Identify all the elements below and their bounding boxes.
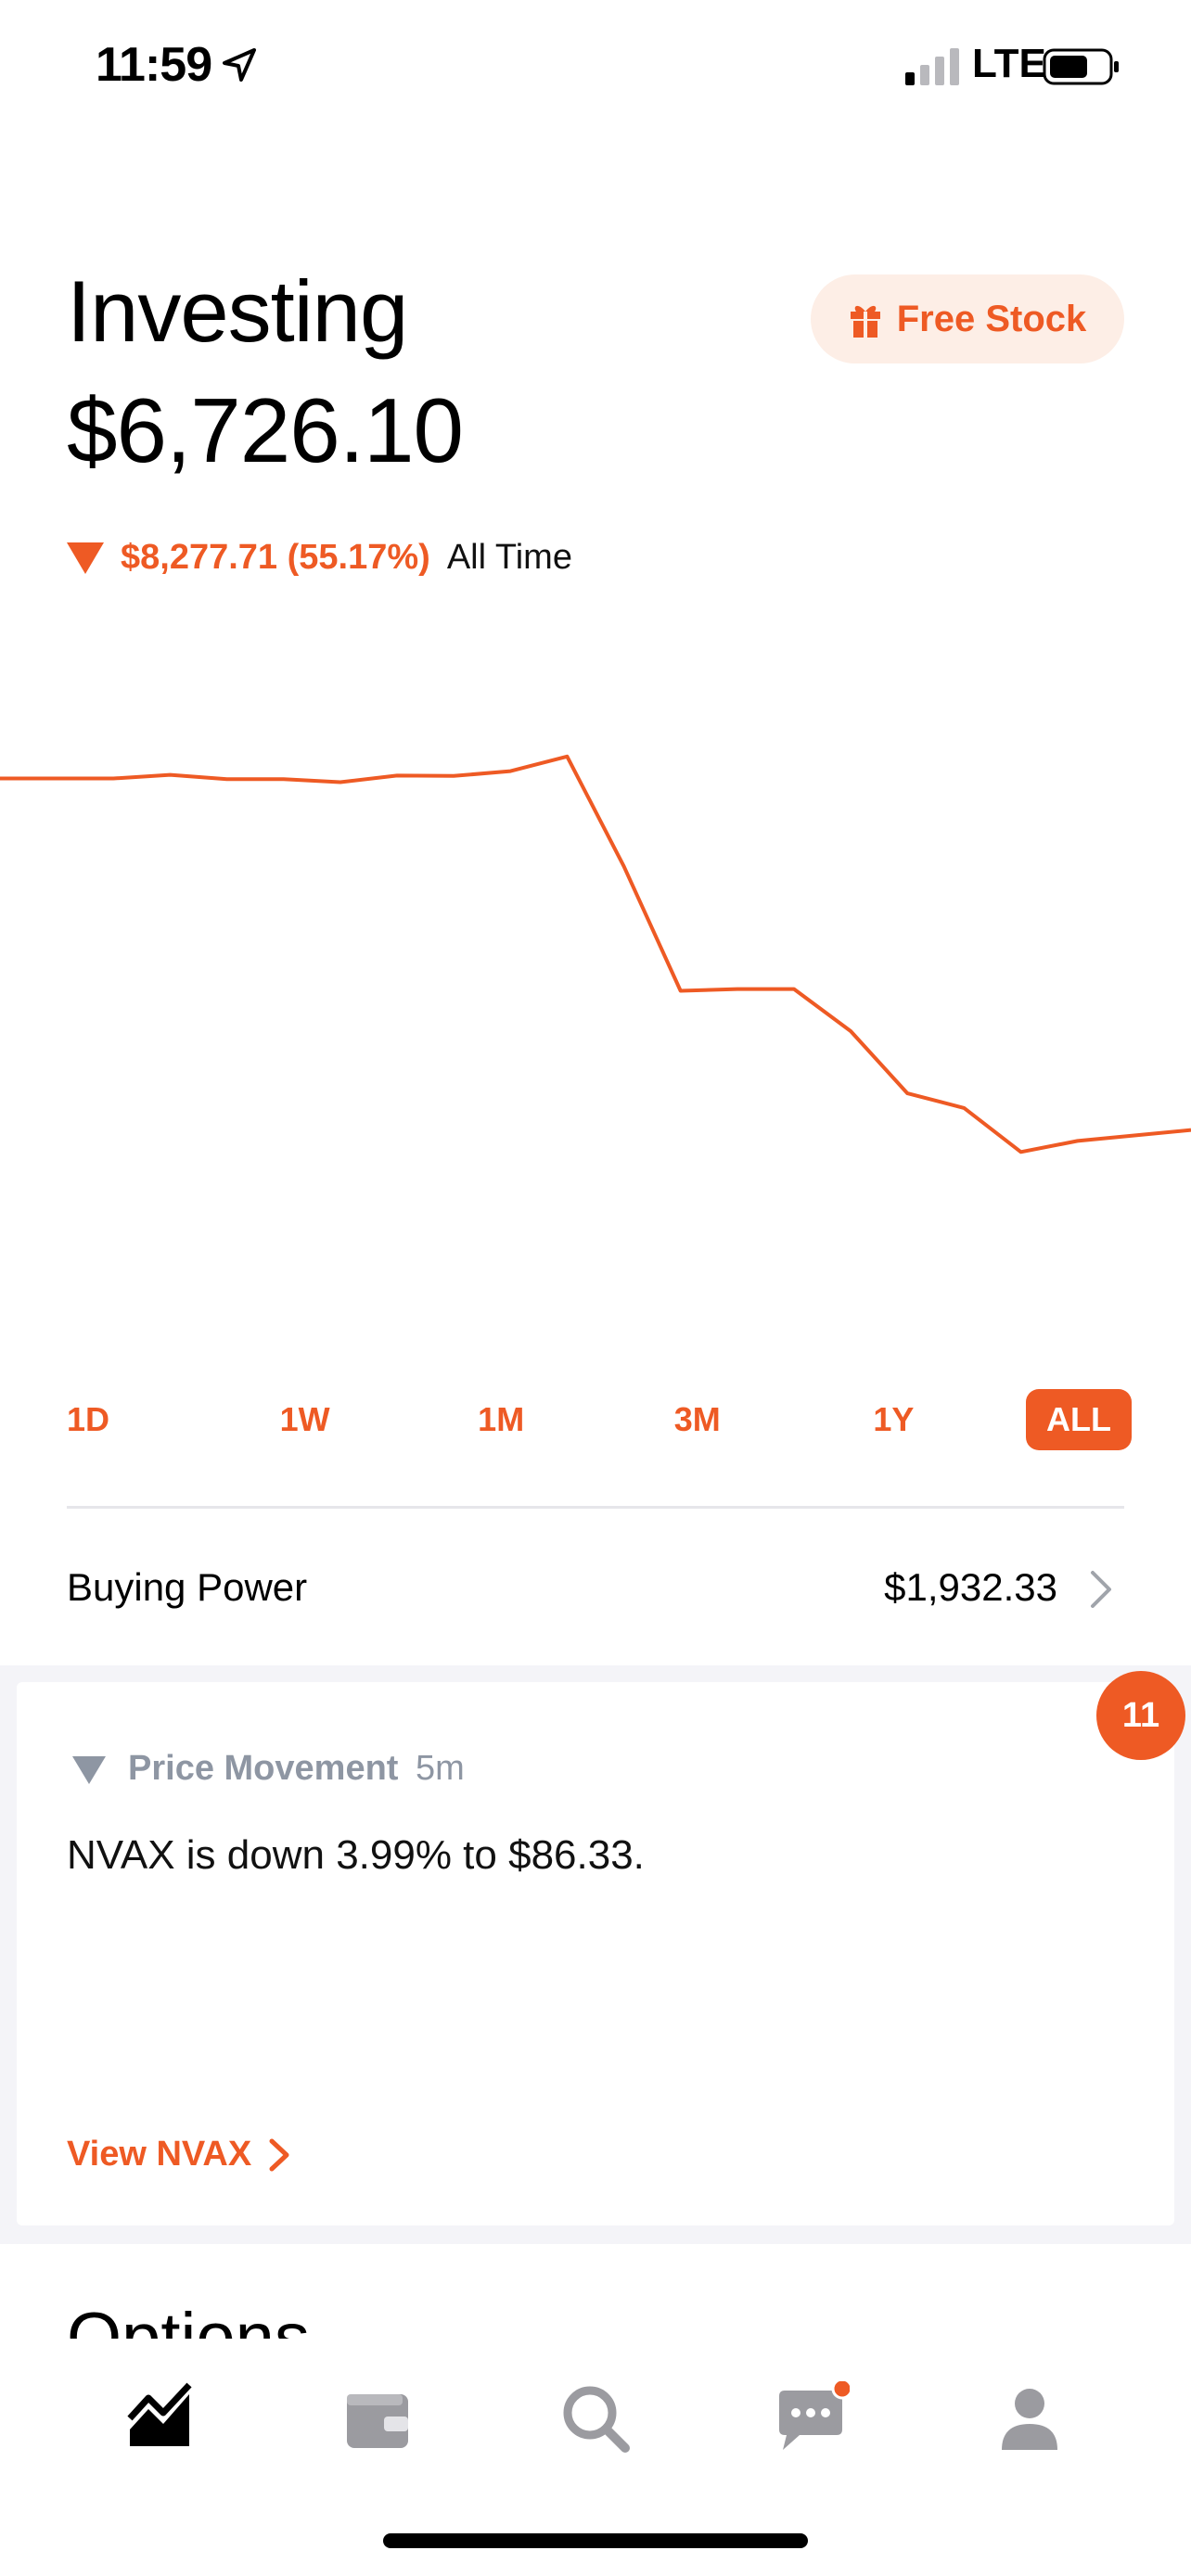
view-nvax-link[interactable]: View NVAX	[67, 2135, 290, 2174]
portfolio-line-chart[interactable]	[0, 723, 1191, 1335]
chevron-right-icon	[269, 2138, 289, 2171]
home-indicator	[383, 2533, 808, 2548]
divider	[67, 1506, 1124, 1509]
section-title-options: Options	[67, 2299, 310, 2339]
view-link-label: View NVAX	[67, 2135, 252, 2174]
messages-icon[interactable]	[775, 2381, 850, 2455]
location-arrow-icon	[223, 48, 256, 82]
series-line	[0, 754, 1191, 1154]
cellular-signal-icon	[905, 48, 959, 85]
range-tab-3m[interactable]: 3M	[673, 1400, 721, 1438]
range-tab-all[interactable]: ALL	[1026, 1389, 1132, 1450]
card-message: NVAX is down 3.99% to $86.33.	[67, 1832, 645, 1878]
change-period: All Time	[446, 538, 572, 577]
change-value: $8,277.71 (55.17%)	[121, 538, 430, 577]
card-timestamp: 5m	[416, 1749, 465, 1788]
down-triangle-icon	[67, 542, 104, 574]
portfolio-chart-icon[interactable]	[124, 2381, 198, 2455]
wallet-icon[interactable]	[341, 2381, 416, 2455]
network-type: LTE	[972, 41, 1046, 86]
range-tab-1w[interactable]: 1W	[279, 1400, 330, 1438]
profile-icon[interactable]	[992, 2381, 1067, 2455]
battery-icon	[1043, 48, 1119, 85]
status-time: 11:59	[96, 38, 212, 92]
search-icon[interactable]	[558, 2381, 633, 2455]
range-tab-1m[interactable]: 1M	[478, 1400, 525, 1438]
all-time-change: $8,277.71 (55.17%) All Time	[67, 538, 572, 578]
portfolio-value: $6,726.10	[67, 379, 464, 481]
notification-count-badge[interactable]: 11	[1096, 1671, 1185, 1760]
page-title: Investing	[67, 262, 408, 360]
free-stock-label: Free Stock	[896, 298, 1087, 339]
buying-power-value[interactable]: $1,932.33	[884, 1565, 1057, 1609]
down-triangle-icon	[72, 1756, 106, 1784]
range-tab-1y[interactable]: 1Y	[873, 1400, 915, 1438]
time-range-selector: 1D 1W 1M 3M 1Y ALL	[67, 1389, 1132, 1450]
notification-card[interactable]	[17, 1682, 1174, 2225]
range-tab-1d[interactable]: 1D	[67, 1400, 110, 1438]
card-type-label: Price Movement	[128, 1749, 399, 1788]
buying-power-label[interactable]: Buying Power	[67, 1565, 308, 1609]
gift-icon	[850, 305, 880, 338]
free-stock-button[interactable]: Free Stock	[811, 274, 1124, 363]
chevron-right-icon[interactable]	[1087, 1569, 1115, 1610]
